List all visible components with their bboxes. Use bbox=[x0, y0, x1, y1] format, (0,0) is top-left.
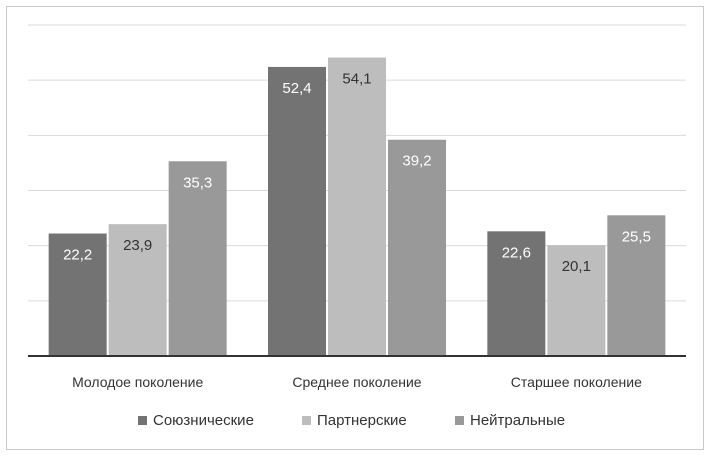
bar bbox=[487, 231, 546, 356]
legend-swatch bbox=[138, 416, 147, 425]
data-label: 25,5 bbox=[622, 228, 651, 245]
data-label: 52,4 bbox=[282, 80, 311, 97]
bar bbox=[547, 245, 606, 356]
data-label: 22,2 bbox=[63, 247, 92, 264]
data-labels: 22,2 23,9 35,3 52,4 54,1 39,2 22,6 20,1 25,5 bbox=[63, 71, 651, 276]
legend-label: Союзнические bbox=[153, 412, 254, 429]
bar bbox=[168, 161, 227, 356]
bar bbox=[108, 224, 167, 356]
legend-label: Партнерские bbox=[317, 412, 407, 429]
legend-label: Нейтральные bbox=[470, 412, 565, 429]
bar bbox=[48, 233, 107, 356]
legend-swatch bbox=[302, 416, 311, 425]
x-tick-labels: Молодое поколение Среднее поколение Старше… bbox=[72, 374, 642, 390]
data-label: 23,9 bbox=[123, 237, 152, 254]
x-tick-label: Старшее поколение bbox=[511, 374, 642, 390]
data-label: 39,2 bbox=[402, 153, 431, 170]
bar bbox=[328, 57, 386, 356]
bars bbox=[48, 57, 666, 356]
bar bbox=[388, 139, 446, 356]
data-label: 20,1 bbox=[562, 258, 591, 275]
bar bbox=[607, 215, 666, 356]
legend-swatch bbox=[455, 416, 464, 425]
legend: Союзнические Партнерские Нейтральные bbox=[138, 412, 565, 429]
x-tick-label: Среднее поколение bbox=[292, 374, 421, 390]
bar bbox=[268, 66, 326, 356]
data-label: 35,3 bbox=[183, 174, 212, 191]
data-label: 54,1 bbox=[342, 71, 371, 88]
x-tick-label: Молодое поколение bbox=[72, 374, 203, 390]
data-label: 22,6 bbox=[502, 244, 531, 261]
